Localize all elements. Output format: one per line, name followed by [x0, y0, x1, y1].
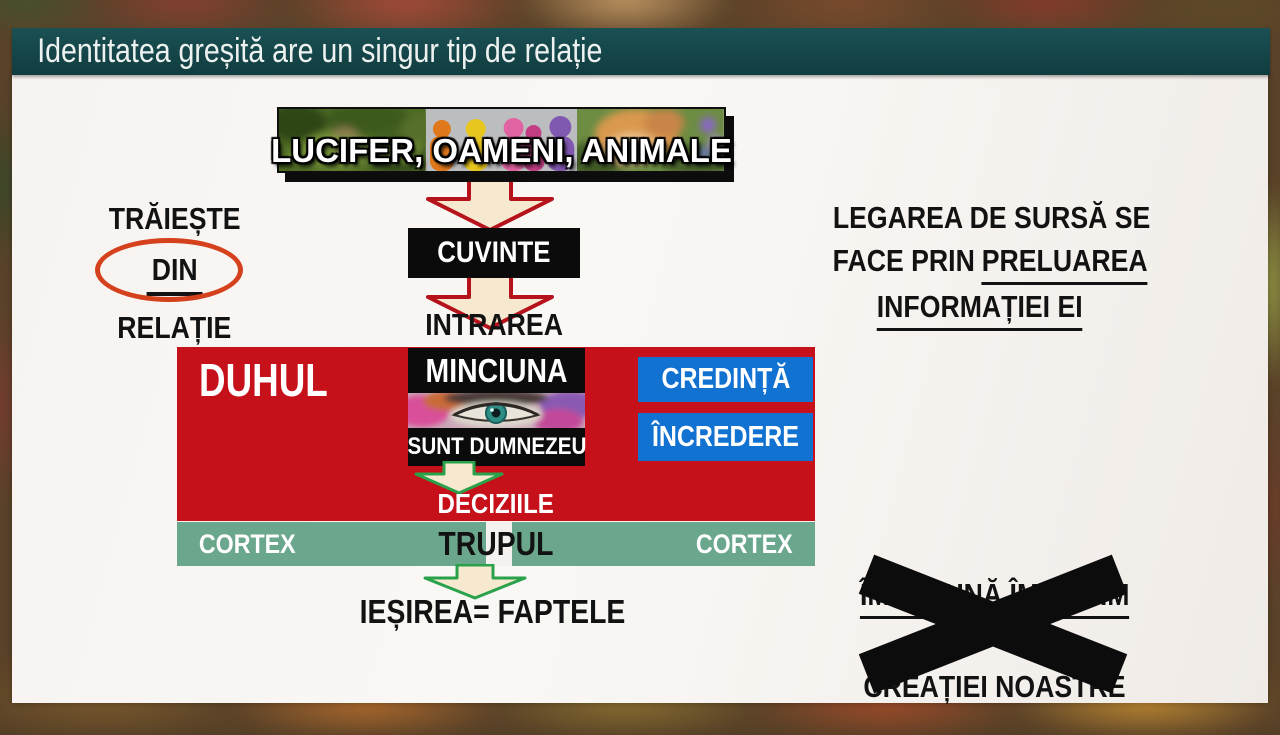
red-down-arrow-icon: [426, 175, 554, 232]
top-strip-label: LUCIFER, OAMENI, ANIMALE: [271, 132, 732, 169]
sunt-dumnezeu-box: SUNT DUMNEZEU: [407, 428, 586, 466]
lucifer-snake-image: [279, 109, 426, 171]
top-image-strip: LUCIFER, OAMENI, ANIMALE: [271, 107, 732, 173]
incredere-box: ÎNCREDERE: [638, 413, 813, 461]
intrarea-label: INTRAREA: [425, 307, 564, 342]
bottom-note-line2: CREAȚIEI NOASTRE: [863, 669, 1126, 704]
lie-column: MINCIUNA SUNT DUMNEZEU: [407, 348, 586, 466]
iesirea-label: IEȘIREA= FAPTELE: [359, 593, 625, 630]
relatie-label: RELAȚIE: [117, 310, 232, 345]
red-down-arrow-icon: [426, 273, 554, 330]
right-note: LEGAREA DE SURSĂ SE FACE PRIN PRELUAREA I…: [807, 196, 1152, 331]
cortex-strip: CORTEX TRUPUL CORTEX: [177, 522, 815, 566]
deciziile-label: DECIZIILE: [437, 488, 555, 519]
green-down-arrow-icon: [423, 564, 527, 600]
cross-out-icon: [857, 554, 1129, 694]
duhul-label: DUHUL: [199, 354, 328, 406]
trupul-label: TRUPUL: [438, 525, 554, 562]
red-circle-annotation: [95, 238, 243, 302]
right-note-line2: FACE PRIN PRELUAREA: [807, 239, 1152, 285]
right-note-line3: INFORMAȚIEI EI: [807, 285, 1152, 331]
colored-people-image: [425, 109, 578, 171]
cuvinte-label: CUVINTE: [437, 236, 551, 269]
slide-title: Identitatea greșită are un singur tip de…: [37, 32, 603, 70]
cortex-left-label: CORTEX: [198, 529, 296, 559]
left-note: TRĂIEȘTE DIN RELAȚIE: [67, 197, 282, 349]
cuvinte-box: CUVINTE: [408, 228, 580, 278]
cat-image: [577, 109, 724, 171]
right-note-line1: LEGAREA DE SURSĂ SE: [832, 200, 1151, 235]
eye-image: [408, 393, 585, 428]
traieste-label: TRĂIEȘTE: [108, 201, 241, 236]
slide-header-bar: Identitatea greșită are un singur tip de…: [12, 28, 1270, 75]
green-down-arrow-icon: [414, 461, 504, 495]
cortex-right-label: CORTEX: [696, 529, 794, 559]
slide-content: LUCIFER, OAMENI, ANIMALE CUVINTE INTRARE…: [12, 75, 1268, 704]
credinta-box: CREDINȚĂ: [638, 357, 813, 402]
minciuna-box: MINCIUNA: [408, 348, 585, 393]
arrow-gap: [486, 522, 512, 566]
